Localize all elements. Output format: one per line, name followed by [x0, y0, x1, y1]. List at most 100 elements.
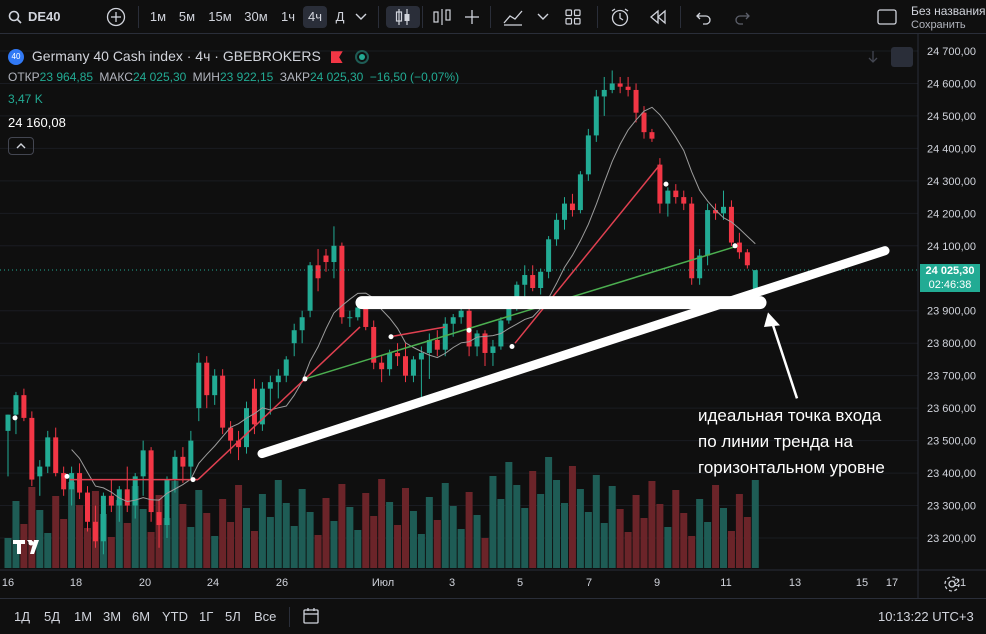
candle-body	[609, 83, 615, 90]
interval-30m[interactable]: 30м	[244, 9, 268, 24]
volume-bar	[545, 457, 553, 568]
volume-bar	[354, 530, 362, 568]
interval-1m[interactable]: 1м	[149, 9, 167, 24]
volume-bar	[465, 492, 473, 568]
add-indicator-icon[interactable]	[462, 7, 482, 27]
interval-1h[interactable]: 1ч	[280, 9, 295, 24]
volume-bar	[433, 520, 441, 568]
interval-1d[interactable]: Д	[335, 9, 345, 24]
price-tick-label: 23 300,00	[927, 501, 976, 513]
arrow-down-icon[interactable]	[866, 50, 880, 64]
volume-bar	[362, 493, 370, 568]
redo-icon[interactable]	[732, 7, 752, 27]
replay-icon[interactable]	[648, 7, 668, 27]
range-3m[interactable]: 3М	[103, 609, 122, 624]
tradingview-logo[interactable]	[12, 538, 46, 556]
search-icon[interactable]	[8, 10, 22, 24]
layout-grid-icon[interactable]	[563, 7, 583, 27]
interval-15m[interactable]: 15м	[208, 9, 232, 24]
volume-bar	[505, 462, 513, 568]
range-all[interactable]: Все	[254, 609, 277, 624]
range-5y[interactable]: 5Л	[225, 609, 241, 624]
volume-bar	[306, 512, 314, 568]
gear-icon[interactable]	[943, 575, 961, 593]
volume-bar	[608, 486, 616, 568]
candle-body	[395, 352, 401, 357]
screenshot-button[interactable]	[891, 47, 913, 67]
candle-body	[85, 492, 90, 522]
chart-legend-title-row: 40 Germany 40 Cash index · 4ч · GBEBROKE…	[8, 48, 369, 66]
current-price-tag: 24 025,30	[920, 264, 980, 278]
candle-body	[164, 479, 170, 526]
clock[interactable]: 10:13:22 UTC+3	[878, 609, 974, 624]
alert-clock-icon[interactable]	[609, 7, 631, 29]
candles-chart-type-button[interactable]	[386, 6, 420, 28]
price-chart[interactable]: 24 700,00 24 600,00 24 500,00 24 400,00 24 3…	[0, 34, 986, 598]
annotation-arrow-head	[764, 312, 780, 327]
chevron-down-icon[interactable]	[355, 13, 367, 21]
add-symbol-icon[interactable]	[106, 7, 126, 27]
flag-icon[interactable]	[330, 51, 343, 64]
volume-bar	[219, 499, 227, 568]
range-1m[interactable]: 1М	[74, 609, 93, 624]
symbol-name[interactable]: DE40	[28, 9, 61, 24]
candle-body	[291, 330, 297, 344]
collapse-legend-button[interactable]	[8, 137, 34, 155]
ma-value: 24 160,08	[8, 115, 66, 130]
chevron-down-icon[interactable]	[537, 13, 549, 21]
range-1y[interactable]: 1Г	[199, 609, 214, 624]
candle-body	[705, 210, 711, 256]
layout-icon[interactable]	[876, 7, 898, 27]
candle-body	[371, 326, 377, 363]
volume-bar	[409, 511, 417, 568]
volume-bar	[704, 522, 712, 568]
candle-body	[323, 255, 329, 263]
undo-icon[interactable]	[694, 7, 714, 27]
volume-bar	[743, 517, 751, 568]
date-range-icon[interactable]	[302, 607, 320, 625]
volume-bar	[131, 486, 139, 568]
range-5d[interactable]: 5Д	[44, 609, 61, 624]
candle-body	[546, 239, 552, 272]
candle-body	[681, 197, 687, 204]
volume-bar	[290, 526, 298, 568]
candle-body	[633, 89, 639, 113]
volume-bar	[243, 508, 250, 568]
volume-bar	[338, 484, 346, 568]
candle-body	[363, 307, 369, 327]
candle-body	[458, 310, 464, 318]
chart-title[interactable]: Germany 40 Cash index · 4ч · GBEBROKERS	[31, 48, 321, 64]
volume-bar	[322, 498, 330, 568]
candle-body	[697, 255, 703, 279]
bar-countdown: 02:46:38	[920, 278, 980, 292]
candle-body	[625, 86, 631, 90]
volume-bar	[394, 525, 402, 568]
candle-body	[299, 317, 305, 331]
candle-body	[474, 333, 480, 347]
range-ytd[interactable]: YTD	[162, 609, 188, 624]
high-value: 24 025,30	[132, 70, 187, 84]
layout-name[interactable]: Без названия	[911, 4, 986, 18]
candle-body	[665, 190, 671, 204]
time-tick-label: 26	[276, 577, 288, 589]
candle-body	[212, 375, 218, 396]
range-6m[interactable]: 6М	[132, 609, 151, 624]
price-tick-label: 23 200,00	[927, 533, 976, 545]
time-tick-label: 15	[856, 577, 868, 589]
indicators-icon[interactable]	[432, 7, 452, 27]
save-button[interactable]: Сохранить	[911, 19, 966, 31]
market-status-icon[interactable]	[354, 50, 369, 65]
close-label: ЗАКР	[279, 70, 310, 84]
interval-4h[interactable]: 4ч	[303, 6, 327, 28]
volume-bar	[656, 504, 664, 568]
range-1d[interactable]: 1Д	[14, 609, 31, 624]
compare-icon[interactable]	[502, 7, 524, 27]
red-trend-line	[389, 326, 446, 338]
candle-body	[641, 112, 647, 133]
candle-body	[657, 164, 663, 204]
volume-bar	[497, 499, 505, 568]
volume-bar	[12, 501, 20, 568]
candle-body	[13, 395, 19, 415]
interval-5m[interactable]: 5м	[178, 9, 196, 24]
candle-body	[315, 265, 321, 279]
